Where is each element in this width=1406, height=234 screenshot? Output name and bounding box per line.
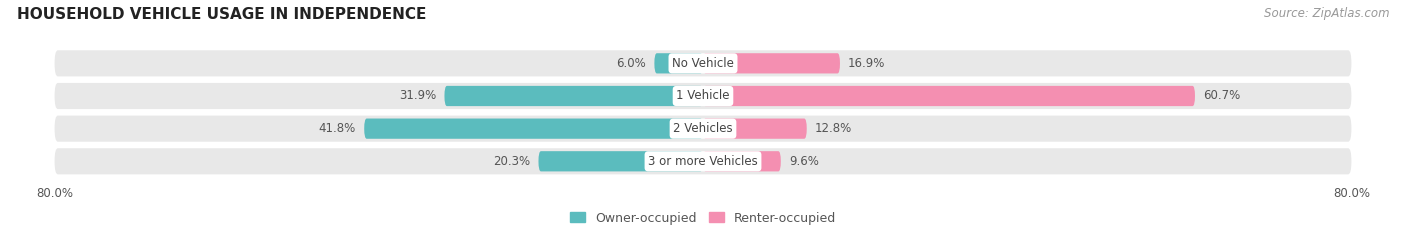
FancyBboxPatch shape [654,53,703,73]
FancyBboxPatch shape [703,53,839,73]
Text: 3 or more Vehicles: 3 or more Vehicles [648,155,758,168]
Text: 9.6%: 9.6% [789,155,818,168]
Text: HOUSEHOLD VEHICLE USAGE IN INDEPENDENCE: HOUSEHOLD VEHICLE USAGE IN INDEPENDENCE [17,7,426,22]
Text: 1 Vehicle: 1 Vehicle [676,89,730,102]
Text: 6.0%: 6.0% [616,57,647,70]
Text: Source: ZipAtlas.com: Source: ZipAtlas.com [1264,7,1389,20]
Text: 41.8%: 41.8% [319,122,356,135]
FancyBboxPatch shape [55,50,1351,77]
Text: No Vehicle: No Vehicle [672,57,734,70]
FancyBboxPatch shape [55,116,1351,142]
Text: 60.7%: 60.7% [1204,89,1240,102]
Text: 20.3%: 20.3% [494,155,530,168]
Text: 31.9%: 31.9% [399,89,436,102]
FancyBboxPatch shape [703,119,807,139]
Legend: Owner-occupied, Renter-occupied: Owner-occupied, Renter-occupied [565,207,841,230]
Text: 16.9%: 16.9% [848,57,886,70]
Text: 12.8%: 12.8% [815,122,852,135]
FancyBboxPatch shape [55,148,1351,174]
FancyBboxPatch shape [364,119,703,139]
Text: 2 Vehicles: 2 Vehicles [673,122,733,135]
FancyBboxPatch shape [703,151,780,172]
FancyBboxPatch shape [538,151,703,172]
FancyBboxPatch shape [444,86,703,106]
FancyBboxPatch shape [55,83,1351,109]
FancyBboxPatch shape [703,86,1195,106]
